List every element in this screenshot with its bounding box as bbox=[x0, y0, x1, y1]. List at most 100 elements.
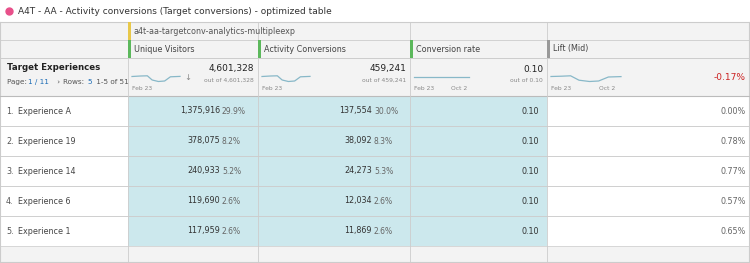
Text: 30.0%: 30.0% bbox=[374, 107, 398, 115]
Bar bbox=[0, 156, 128, 186]
Text: 3.: 3. bbox=[6, 166, 14, 175]
Bar bbox=[128, 22, 750, 40]
Bar bbox=[258, 40, 261, 58]
Bar bbox=[258, 156, 410, 186]
Text: 0.77%: 0.77% bbox=[721, 166, 746, 175]
Text: 0.10: 0.10 bbox=[521, 136, 539, 145]
Text: 8.2%: 8.2% bbox=[222, 136, 241, 145]
Text: Conversion rate: Conversion rate bbox=[416, 44, 480, 53]
Text: 11,869: 11,869 bbox=[344, 226, 372, 235]
Bar bbox=[128, 96, 258, 126]
Text: 240,933: 240,933 bbox=[188, 166, 220, 175]
Text: 1,375,916: 1,375,916 bbox=[180, 107, 220, 115]
Text: Rows:: Rows: bbox=[63, 79, 86, 85]
Bar bbox=[410, 156, 547, 186]
Text: 2.6%: 2.6% bbox=[222, 196, 242, 205]
Text: 117,959: 117,959 bbox=[188, 226, 220, 235]
Text: 1.: 1. bbox=[6, 107, 14, 115]
Text: 1-5 of 51: 1-5 of 51 bbox=[94, 79, 129, 85]
Text: Oct 2: Oct 2 bbox=[451, 87, 467, 92]
Text: 5.: 5. bbox=[6, 226, 14, 235]
Text: 2.6%: 2.6% bbox=[374, 226, 393, 235]
Text: 5.3%: 5.3% bbox=[374, 166, 393, 175]
Bar bbox=[128, 22, 131, 40]
Text: out of 0.10: out of 0.10 bbox=[510, 78, 543, 83]
Text: Experience 6: Experience 6 bbox=[18, 196, 70, 205]
Text: Oct 2: Oct 2 bbox=[599, 87, 615, 92]
Text: Unique Visitors: Unique Visitors bbox=[134, 44, 194, 53]
Text: 0.10: 0.10 bbox=[521, 107, 539, 115]
Bar bbox=[0, 96, 128, 126]
Text: Feb 23: Feb 23 bbox=[414, 87, 434, 92]
Text: a4t-aa-targetconv-analytics-multipleexp: a4t-aa-targetconv-analytics-multipleexp bbox=[134, 27, 296, 36]
Text: Feb 23: Feb 23 bbox=[551, 87, 572, 92]
Bar bbox=[128, 186, 258, 216]
Text: 4,601,328: 4,601,328 bbox=[209, 64, 254, 73]
Bar bbox=[0, 40, 750, 58]
Bar bbox=[547, 216, 750, 246]
Bar bbox=[547, 186, 750, 216]
Bar bbox=[258, 126, 410, 156]
Text: 0.10: 0.10 bbox=[521, 196, 539, 205]
Text: Feb 23: Feb 23 bbox=[262, 87, 282, 92]
Bar bbox=[128, 40, 131, 58]
Bar bbox=[547, 96, 750, 126]
Text: Experience A: Experience A bbox=[18, 107, 71, 115]
Text: 12,034: 12,034 bbox=[344, 196, 372, 205]
Bar bbox=[410, 186, 547, 216]
Bar bbox=[547, 126, 750, 156]
Bar bbox=[410, 216, 547, 246]
Text: 24,273: 24,273 bbox=[344, 166, 372, 175]
Text: 0.10: 0.10 bbox=[521, 166, 539, 175]
Text: Feb 23: Feb 23 bbox=[132, 87, 152, 92]
Text: 2.6%: 2.6% bbox=[222, 226, 242, 235]
Bar bbox=[547, 40, 550, 58]
Text: 8.3%: 8.3% bbox=[374, 136, 393, 145]
Bar bbox=[410, 40, 413, 58]
Text: 137,554: 137,554 bbox=[339, 107, 372, 115]
Text: 0.00%: 0.00% bbox=[721, 107, 746, 115]
Bar bbox=[0, 216, 128, 246]
Text: 0.78%: 0.78% bbox=[721, 136, 746, 145]
Text: 0.10: 0.10 bbox=[521, 226, 539, 235]
Text: 1 / 11: 1 / 11 bbox=[28, 79, 49, 85]
Bar bbox=[410, 96, 547, 126]
Bar bbox=[0, 0, 750, 22]
Text: 5.2%: 5.2% bbox=[222, 166, 242, 175]
Text: Experience 19: Experience 19 bbox=[18, 136, 76, 145]
Text: 38,092: 38,092 bbox=[344, 136, 372, 145]
Bar bbox=[128, 126, 258, 156]
Text: 2.6%: 2.6% bbox=[374, 196, 393, 205]
Text: Page:: Page: bbox=[7, 79, 29, 85]
Text: Lift (Mid): Lift (Mid) bbox=[553, 44, 588, 53]
Bar bbox=[547, 156, 750, 186]
Text: 378,075: 378,075 bbox=[188, 136, 220, 145]
Text: 459,241: 459,241 bbox=[369, 64, 406, 73]
Text: 119,690: 119,690 bbox=[188, 196, 220, 205]
Text: A4T - AA - Activity conversions (Target conversions) - optimized table: A4T - AA - Activity conversions (Target … bbox=[18, 7, 332, 16]
Text: -0.17%: -0.17% bbox=[714, 73, 746, 82]
Text: 0.10: 0.10 bbox=[523, 64, 543, 73]
Text: 5: 5 bbox=[87, 79, 92, 85]
Text: 29.9%: 29.9% bbox=[222, 107, 246, 115]
Text: out of 4,601,328: out of 4,601,328 bbox=[204, 78, 254, 83]
Bar bbox=[410, 126, 547, 156]
Text: Activity Conversions: Activity Conversions bbox=[264, 44, 346, 53]
Text: Experience 14: Experience 14 bbox=[18, 166, 76, 175]
Text: 0.57%: 0.57% bbox=[721, 196, 746, 205]
Text: ↓: ↓ bbox=[184, 73, 191, 82]
Text: Experience 1: Experience 1 bbox=[18, 226, 70, 235]
Bar bbox=[0, 58, 750, 96]
Text: ›: › bbox=[55, 79, 62, 85]
Text: out of 459,241: out of 459,241 bbox=[362, 78, 406, 83]
Bar bbox=[258, 96, 410, 126]
Bar bbox=[258, 186, 410, 216]
Text: 0.65%: 0.65% bbox=[721, 226, 746, 235]
Text: 2.: 2. bbox=[6, 136, 14, 145]
Text: 4.: 4. bbox=[6, 196, 14, 205]
Bar bbox=[128, 216, 258, 246]
Text: Target Experiences: Target Experiences bbox=[7, 63, 100, 73]
Bar bbox=[128, 156, 258, 186]
Bar bbox=[0, 126, 128, 156]
Bar bbox=[0, 186, 128, 216]
